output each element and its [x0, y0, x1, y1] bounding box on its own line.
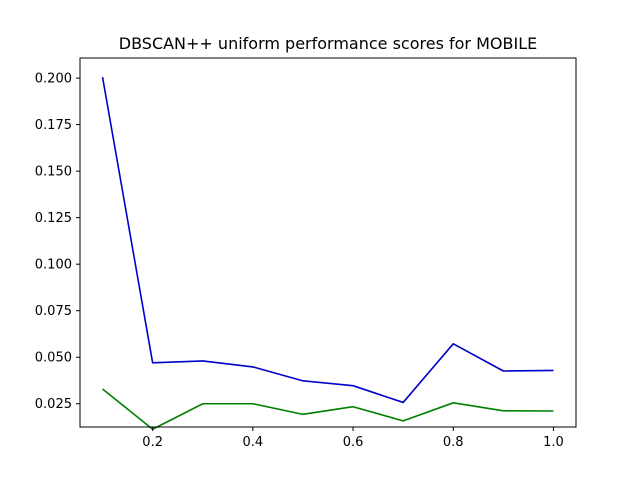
y-tick-label: 0.025 — [35, 397, 72, 412]
x-tick-label: 1.0 — [543, 435, 564, 450]
axis-ticks: 0.2 0.4 0.6 0.8 1.0 0.025 0.050 0.075 0.100 0.125… — [35, 72, 564, 450]
y-tick-label: 0.150 — [35, 165, 72, 180]
series-line-1 — [101, 77, 554, 404]
y-tick-label: 0.175 — [35, 118, 72, 133]
plot-frame — [79, 57, 577, 428]
x-tick-label: 0.6 — [343, 435, 364, 450]
y-tick-label: 0.050 — [35, 351, 72, 366]
x-tick-label: 0.2 — [142, 435, 163, 450]
chart-title: DBSCAN++ uniform performance scores for … — [119, 34, 537, 53]
y-tick-label: 0.100 — [35, 258, 72, 273]
y-tick-label: 0.125 — [35, 211, 72, 226]
y-tick-label: 0.075 — [35, 304, 72, 319]
series-line-2 — [102, 388, 554, 431]
series-layer — [101, 77, 554, 431]
x-tick-label: 0.4 — [243, 435, 264, 450]
y-tick-label: 0.200 — [35, 72, 72, 87]
x-tick-label: 0.8 — [443, 435, 464, 450]
